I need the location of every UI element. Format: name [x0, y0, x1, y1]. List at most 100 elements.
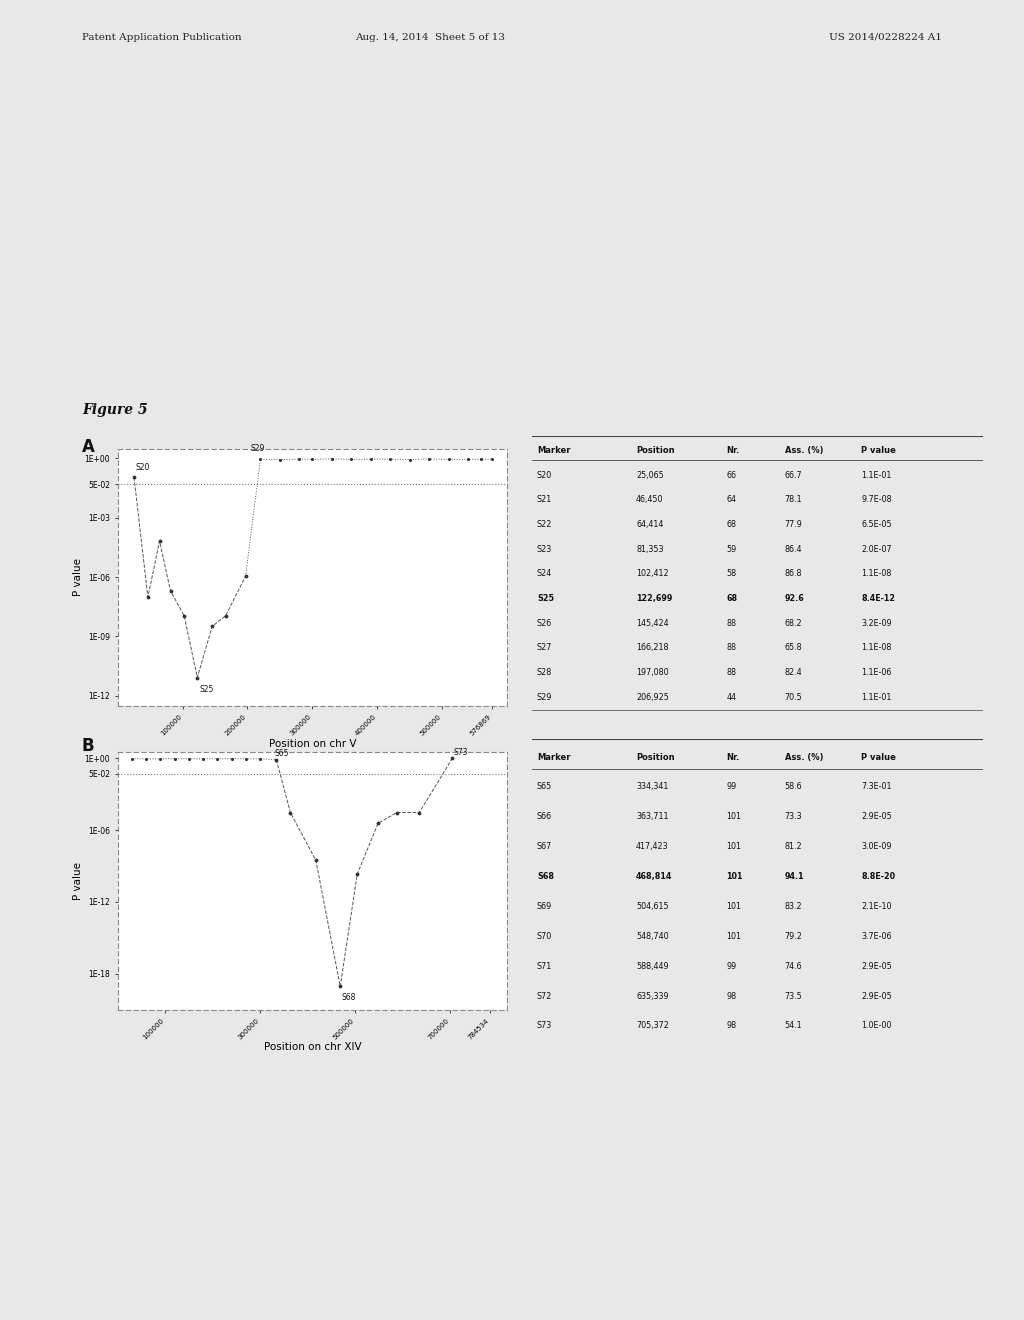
- Text: S73: S73: [454, 747, 468, 756]
- Text: 54.1: 54.1: [784, 1022, 803, 1031]
- Text: 334,341: 334,341: [636, 783, 669, 792]
- Text: 99: 99: [726, 783, 736, 792]
- Text: 417,423: 417,423: [636, 842, 669, 851]
- Text: 1.0E-00: 1.0E-00: [861, 1022, 892, 1031]
- Text: 66: 66: [726, 471, 736, 479]
- Text: 2.9E-05: 2.9E-05: [861, 812, 892, 821]
- Text: S73: S73: [537, 1022, 552, 1031]
- Text: 6.5E-05: 6.5E-05: [861, 520, 892, 529]
- Text: 73.3: 73.3: [784, 812, 803, 821]
- Text: 588,449: 588,449: [636, 962, 669, 970]
- Text: 88: 88: [726, 668, 736, 677]
- Text: S68: S68: [342, 993, 356, 1002]
- Text: 9.7E-08: 9.7E-08: [861, 495, 892, 504]
- X-axis label: Position on chr XIV: Position on chr XIV: [263, 1043, 361, 1052]
- Text: 99: 99: [726, 962, 736, 970]
- Text: S29: S29: [537, 693, 552, 702]
- Text: 86.8: 86.8: [784, 569, 802, 578]
- Text: 101: 101: [726, 812, 741, 821]
- Text: 1.1E-08: 1.1E-08: [861, 569, 892, 578]
- Text: 504,615: 504,615: [636, 902, 669, 911]
- Text: 166,218: 166,218: [636, 643, 669, 652]
- Text: 705,372: 705,372: [636, 1022, 669, 1031]
- Text: Nr.: Nr.: [726, 752, 739, 762]
- Text: 1.1E-01: 1.1E-01: [861, 693, 892, 702]
- Text: Ass. (%): Ass. (%): [784, 752, 823, 762]
- Text: S67: S67: [537, 842, 552, 851]
- Text: 1.1E-06: 1.1E-06: [861, 668, 892, 677]
- Text: 101: 101: [726, 932, 741, 941]
- Text: Marker: Marker: [537, 446, 570, 455]
- Text: 77.9: 77.9: [784, 520, 803, 529]
- X-axis label: Position on chr V: Position on chr V: [268, 739, 356, 748]
- Text: S26: S26: [537, 619, 552, 627]
- Text: 145,424: 145,424: [636, 619, 669, 627]
- Text: S28: S28: [537, 668, 552, 677]
- Text: 83.2: 83.2: [784, 902, 803, 911]
- Text: 101: 101: [726, 873, 742, 882]
- Text: S20: S20: [537, 471, 552, 479]
- Text: 25,065: 25,065: [636, 471, 664, 479]
- Text: 88: 88: [726, 643, 736, 652]
- Text: Marker: Marker: [537, 752, 570, 762]
- Text: 65.8: 65.8: [784, 643, 803, 652]
- Text: 44: 44: [726, 693, 736, 702]
- Text: 122,699: 122,699: [636, 594, 673, 603]
- Text: S70: S70: [537, 932, 552, 941]
- Text: 548,740: 548,740: [636, 932, 669, 941]
- Text: S20: S20: [136, 463, 151, 473]
- Text: 1.1E-01: 1.1E-01: [861, 471, 892, 479]
- Text: S27: S27: [537, 643, 552, 652]
- Text: 68.2: 68.2: [784, 619, 803, 627]
- Text: S65: S65: [537, 783, 552, 792]
- Text: S24: S24: [537, 569, 552, 578]
- Text: 66.7: 66.7: [784, 471, 803, 479]
- Text: 2.1E-10: 2.1E-10: [861, 902, 892, 911]
- Text: Position: Position: [636, 752, 675, 762]
- Text: US 2014/0228224 A1: US 2014/0228224 A1: [829, 33, 942, 42]
- Text: 64: 64: [726, 495, 736, 504]
- Text: 1.1E-08: 1.1E-08: [861, 643, 892, 652]
- Text: 70.5: 70.5: [784, 693, 803, 702]
- Text: 78.1: 78.1: [784, 495, 803, 504]
- Text: 206,925: 206,925: [636, 693, 669, 702]
- Text: 3.2E-09: 3.2E-09: [861, 619, 892, 627]
- Text: 2.0E-07: 2.0E-07: [861, 545, 892, 553]
- Text: 468,814: 468,814: [636, 873, 673, 882]
- Text: 58: 58: [726, 569, 736, 578]
- Text: 68: 68: [726, 594, 737, 603]
- Text: P value: P value: [861, 752, 896, 762]
- Text: 92.6: 92.6: [784, 594, 805, 603]
- Y-axis label: P value: P value: [73, 558, 83, 597]
- Text: 46,450: 46,450: [636, 495, 664, 504]
- Text: 101: 101: [726, 842, 741, 851]
- Text: 8.8E-20: 8.8E-20: [861, 873, 896, 882]
- Text: S22: S22: [537, 520, 552, 529]
- Text: 81,353: 81,353: [636, 545, 664, 553]
- Text: 98: 98: [726, 991, 736, 1001]
- Text: 98: 98: [726, 1022, 736, 1031]
- Text: S71: S71: [537, 962, 552, 970]
- Text: 59: 59: [726, 545, 736, 553]
- Text: 68: 68: [726, 520, 736, 529]
- Text: S25: S25: [537, 594, 554, 603]
- Text: Figure 5: Figure 5: [82, 403, 147, 417]
- Text: S65: S65: [274, 748, 289, 758]
- Text: 82.4: 82.4: [784, 668, 803, 677]
- Text: A: A: [82, 438, 95, 457]
- Text: 94.1: 94.1: [784, 873, 805, 882]
- Text: 79.2: 79.2: [784, 932, 803, 941]
- Text: 3.0E-09: 3.0E-09: [861, 842, 892, 851]
- Text: 2.9E-05: 2.9E-05: [861, 962, 892, 970]
- Text: 3.7E-06: 3.7E-06: [861, 932, 892, 941]
- Text: 101: 101: [726, 902, 741, 911]
- Text: 58.6: 58.6: [784, 783, 803, 792]
- Text: 197,080: 197,080: [636, 668, 669, 677]
- Text: S69: S69: [537, 902, 552, 911]
- Text: S29: S29: [251, 445, 265, 453]
- Y-axis label: P value: P value: [73, 862, 83, 900]
- Text: S23: S23: [537, 545, 552, 553]
- Text: 363,711: 363,711: [636, 812, 669, 821]
- Text: P value: P value: [861, 446, 896, 455]
- Text: S72: S72: [537, 991, 552, 1001]
